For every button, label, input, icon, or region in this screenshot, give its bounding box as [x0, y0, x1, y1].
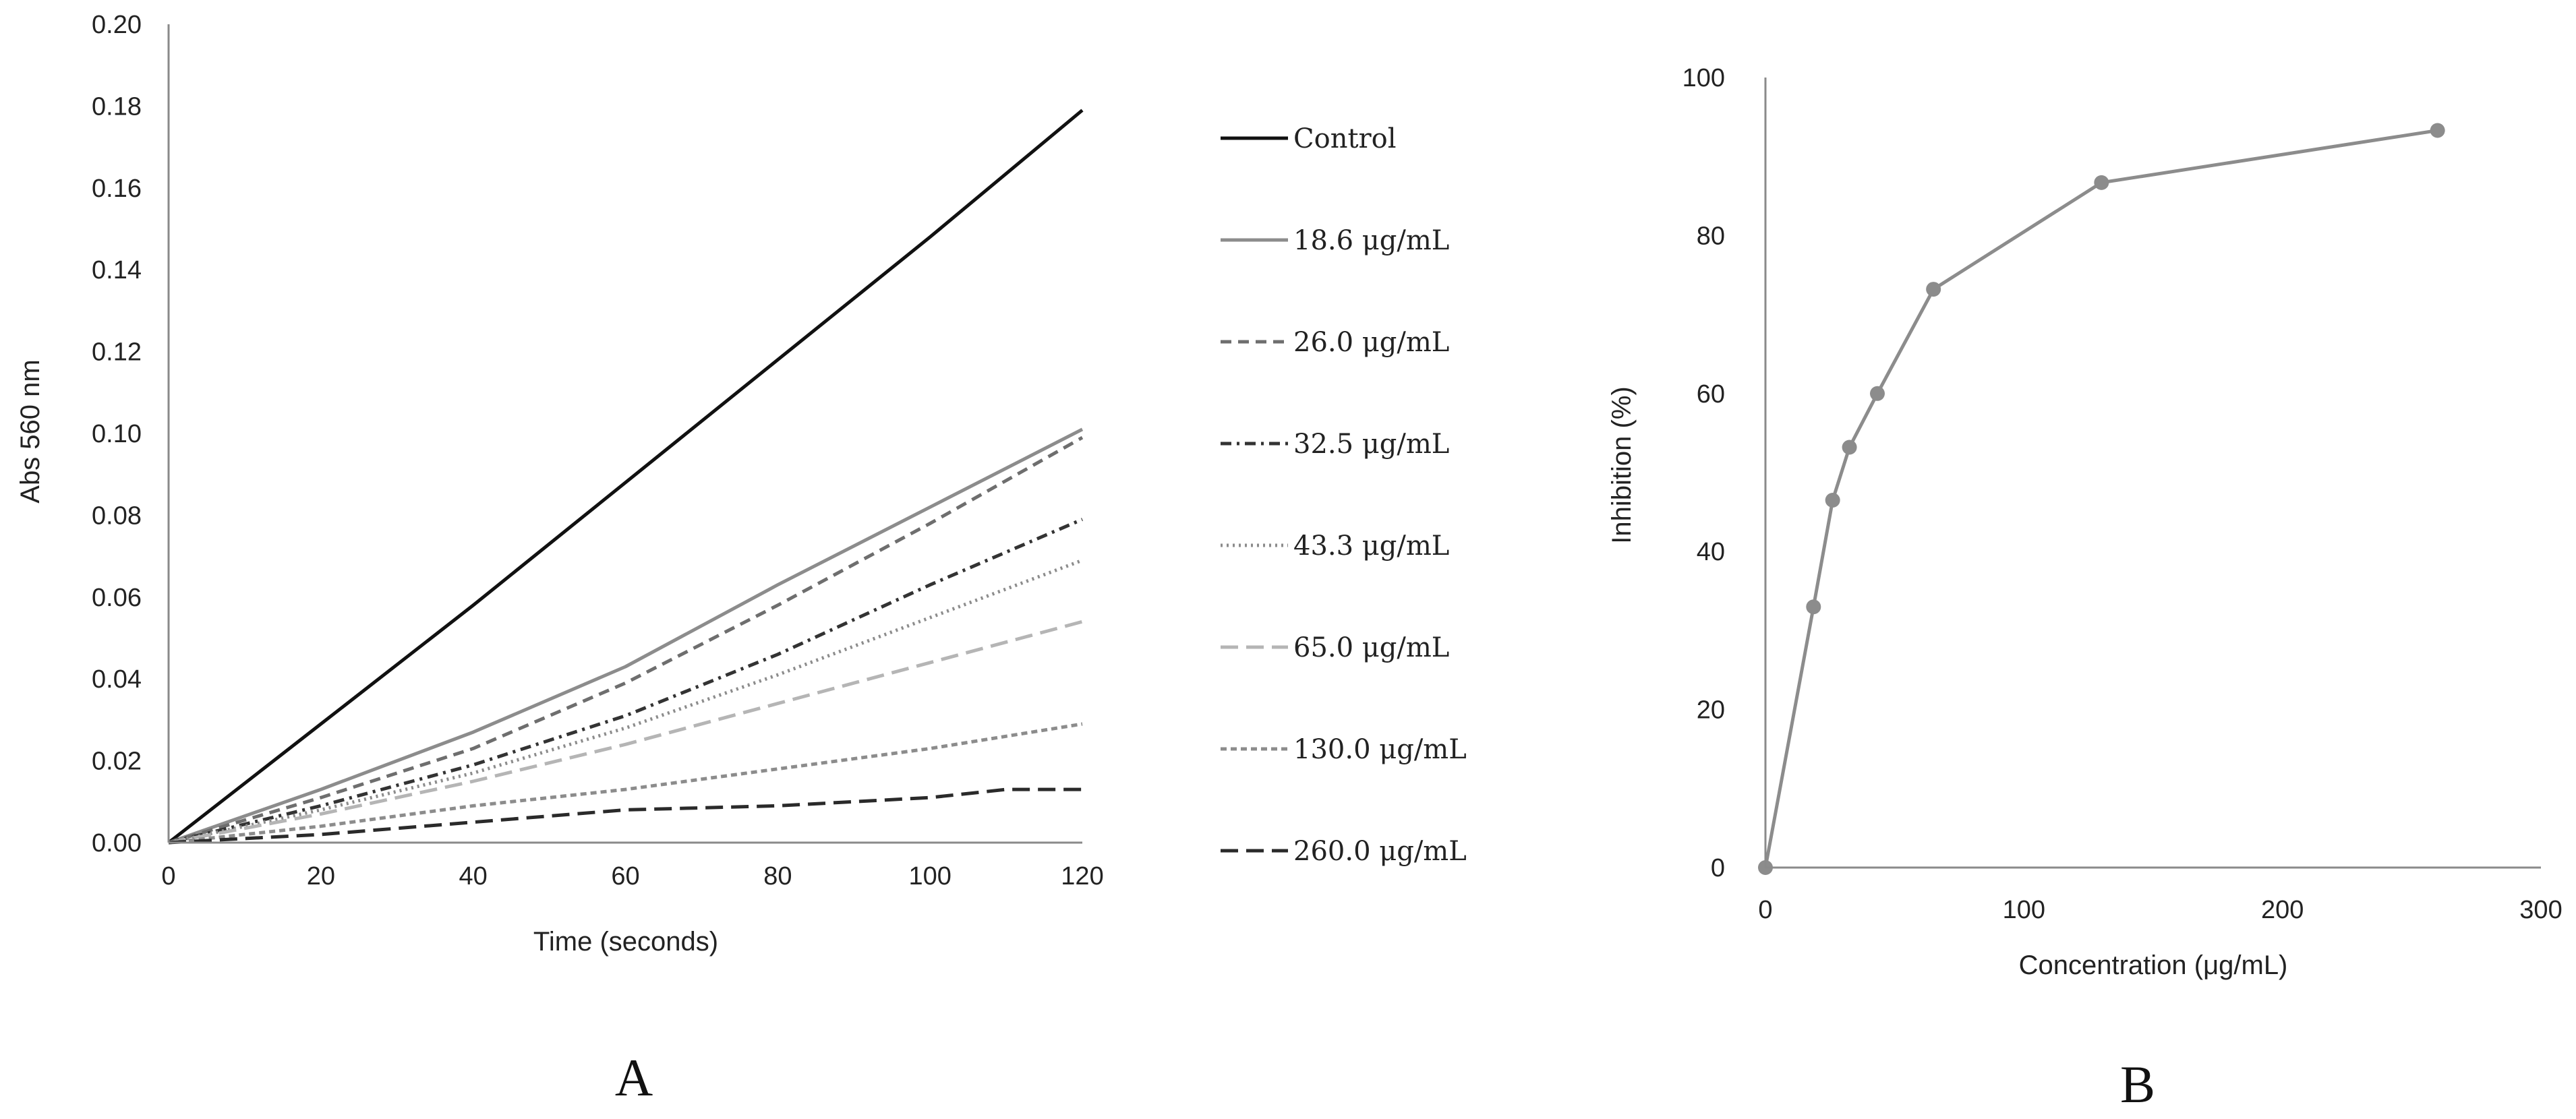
b-data-point: [1869, 386, 1885, 401]
a-series-line: [168, 619, 1083, 845]
b-y-tick-label: 80: [1697, 222, 1725, 250]
a-x-axis-title: Time (seconds): [533, 927, 718, 957]
b-y-axis-title: Inhibition (%): [1607, 386, 1637, 543]
b-y-tick-label: 20: [1697, 696, 1725, 725]
a-x-tick-label: 120: [1061, 862, 1103, 890]
b-data-point: [1806, 599, 1821, 615]
a-x-tick-label: 60: [611, 862, 639, 890]
a-y-tick-label: 0.20: [92, 11, 142, 39]
b-data-point: [1842, 440, 1857, 455]
a-legend-label: 65.0 μg/mL: [1293, 632, 1449, 663]
a-y-tick-label: 0.16: [92, 175, 142, 203]
b-data-point: [2094, 175, 2109, 190]
a-series-line: [168, 518, 1083, 845]
a-y-axis-title: Abs 560 nm: [16, 359, 45, 503]
a-y-tick-label: 0.00: [92, 829, 142, 857]
b-series-line: [1763, 129, 2438, 868]
b-data-point: [2430, 123, 2445, 138]
b-y-tick-label: 60: [1697, 380, 1725, 409]
b-x-axis-title: Concentration (μg/mL): [2019, 950, 2288, 980]
a-x-tick-label: 40: [459, 862, 488, 890]
a-y-tick-label: 0.18: [92, 92, 142, 121]
a-y-tick-label: 0.12: [92, 338, 142, 367]
a-x-tick-label: 0: [161, 862, 175, 890]
a-series-line: [168, 435, 1084, 845]
a-legend-label: 18.6 μg/mL: [1293, 225, 1449, 256]
a-legend-label: 260.0 μg/mL: [1293, 836, 1467, 867]
b-y-tick-label: 40: [1697, 538, 1725, 566]
a-y-tick-label: 0.04: [92, 665, 142, 694]
panel-label-b: B: [2120, 1055, 2155, 1114]
b-x-tick-label: 300: [2519, 896, 2562, 924]
b-x-tick-label: 200: [2261, 896, 2304, 924]
a-y-tick-label: 0.14: [92, 256, 142, 284]
a-legend-label: 32.5 μg/mL: [1293, 429, 1449, 460]
b-x-tick-label: 0: [1758, 896, 1772, 924]
a-legend-label: 43.3 μg/mL: [1293, 531, 1449, 562]
panel-b-chart: 0 20 40 60 80 100 0 100 200 300 Concentration (μ…: [1607, 64, 2563, 1114]
b-data-point: [1825, 493, 1840, 508]
panel-label-a: A: [615, 1048, 653, 1107]
a-series-line: [168, 427, 1084, 845]
a-legend-label: Control: [1293, 123, 1397, 154]
a-x-tick-label: 100: [908, 862, 951, 890]
a-series-line: [168, 787, 1082, 845]
a-series-line: [168, 722, 1083, 845]
a-series-line: [168, 558, 1083, 845]
a-y-tick-label: 0.06: [92, 584, 142, 612]
a-y-tick-label: 0.08: [92, 502, 142, 530]
a-x-tick-label: 20: [307, 862, 335, 890]
a-series-line: [167, 109, 1084, 844]
a-legend-label: 130.0 μg/mL: [1293, 734, 1467, 765]
a-y-tick-label: 0.02: [92, 748, 142, 776]
b-data-point: [1926, 282, 1941, 297]
a-legend: Control 18.6 μg/mL 26.0 μg/mL 32.5 μg/mL 43.…: [1221, 123, 1467, 867]
a-legend-label: 26.0 μg/mL: [1293, 327, 1449, 358]
b-x-tick-label: 100: [2003, 896, 2045, 924]
a-y-tick-label: 0.10: [92, 420, 142, 448]
b-y-tick-label: 0: [1711, 854, 1725, 882]
b-y-tick-label: 100: [1682, 64, 1725, 92]
a-x-tick-label: 80: [763, 862, 792, 890]
panel-a-chart: 0.00 0.02 0.04 0.06 0.08 0.10 0.12 0.14 0.16 0.18…: [16, 11, 1467, 1107]
